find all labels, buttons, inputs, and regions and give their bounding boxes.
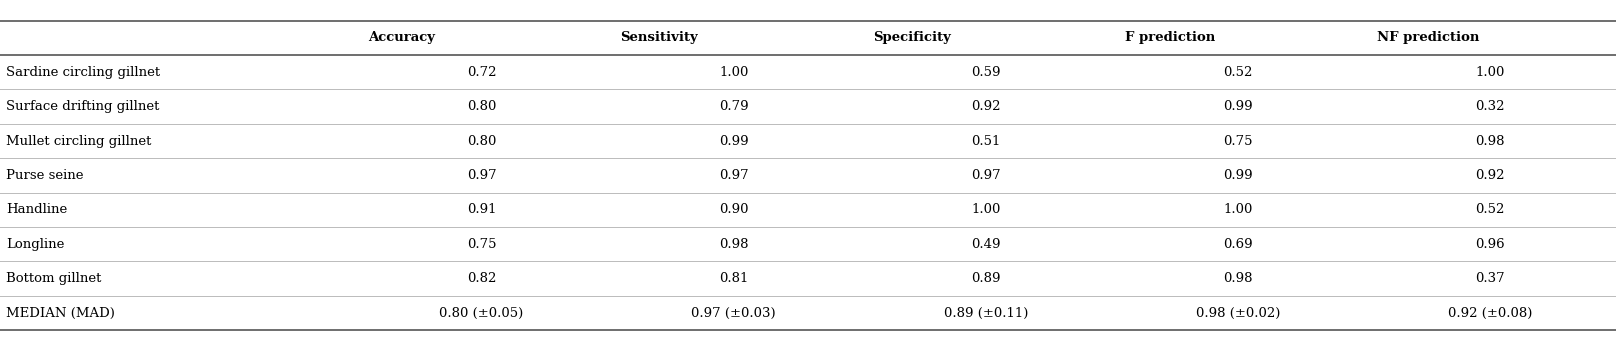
Text: Specificity: Specificity bbox=[873, 31, 950, 44]
Text: 0.89 (±0.11): 0.89 (±0.11) bbox=[944, 307, 1028, 320]
Text: 0.52: 0.52 bbox=[1475, 203, 1504, 216]
Text: Sensitivity: Sensitivity bbox=[621, 31, 698, 44]
Text: 0.99: 0.99 bbox=[1223, 169, 1252, 182]
Text: 0.99: 0.99 bbox=[719, 135, 748, 148]
Text: Mullet circling gillnet: Mullet circling gillnet bbox=[6, 135, 152, 148]
Text: 0.92: 0.92 bbox=[971, 100, 1000, 113]
Text: Sardine circling gillnet: Sardine circling gillnet bbox=[6, 66, 160, 79]
Text: 0.79: 0.79 bbox=[719, 100, 748, 113]
Text: 0.82: 0.82 bbox=[467, 272, 496, 285]
Text: 0.99: 0.99 bbox=[1223, 100, 1252, 113]
Text: 0.75: 0.75 bbox=[467, 238, 496, 251]
Text: Purse seine: Purse seine bbox=[6, 169, 84, 182]
Text: 0.89: 0.89 bbox=[971, 272, 1000, 285]
Text: 0.80: 0.80 bbox=[467, 135, 496, 148]
Text: 0.32: 0.32 bbox=[1475, 100, 1504, 113]
Text: 0.98: 0.98 bbox=[719, 238, 748, 251]
Text: 1.00: 1.00 bbox=[1475, 66, 1504, 79]
Text: F prediction: F prediction bbox=[1125, 31, 1215, 44]
Text: 0.75: 0.75 bbox=[1223, 135, 1252, 148]
Text: 0.98: 0.98 bbox=[1223, 272, 1252, 285]
Text: 0.90: 0.90 bbox=[719, 203, 748, 216]
Text: Handline: Handline bbox=[6, 203, 68, 216]
Text: Longline: Longline bbox=[6, 238, 65, 251]
Text: Accuracy: Accuracy bbox=[368, 31, 435, 44]
Text: 0.97: 0.97 bbox=[719, 169, 748, 182]
Text: 1.00: 1.00 bbox=[719, 66, 748, 79]
Text: 0.91: 0.91 bbox=[467, 203, 496, 216]
Text: 1.00: 1.00 bbox=[971, 203, 1000, 216]
Text: MEDIAN (MAD): MEDIAN (MAD) bbox=[6, 307, 115, 320]
Text: NF prediction: NF prediction bbox=[1377, 31, 1479, 44]
Text: 0.72: 0.72 bbox=[467, 66, 496, 79]
Text: 0.69: 0.69 bbox=[1223, 238, 1252, 251]
Text: 0.97 (±0.03): 0.97 (±0.03) bbox=[692, 307, 776, 320]
Text: 0.80 (±0.05): 0.80 (±0.05) bbox=[440, 307, 524, 320]
Text: 0.98 (±0.02): 0.98 (±0.02) bbox=[1196, 307, 1280, 320]
Text: 0.80: 0.80 bbox=[467, 100, 496, 113]
Text: Bottom gillnet: Bottom gillnet bbox=[6, 272, 102, 285]
Text: 0.37: 0.37 bbox=[1475, 272, 1504, 285]
Text: 0.97: 0.97 bbox=[971, 169, 1000, 182]
Text: 0.81: 0.81 bbox=[719, 272, 748, 285]
Text: 0.92: 0.92 bbox=[1475, 169, 1504, 182]
Text: 0.51: 0.51 bbox=[971, 135, 1000, 148]
Text: 1.00: 1.00 bbox=[1223, 203, 1252, 216]
Text: 0.49: 0.49 bbox=[971, 238, 1000, 251]
Text: 0.52: 0.52 bbox=[1223, 66, 1252, 79]
Text: 0.97: 0.97 bbox=[467, 169, 496, 182]
Text: 0.92 (±0.08): 0.92 (±0.08) bbox=[1448, 307, 1532, 320]
Text: Surface drifting gillnet: Surface drifting gillnet bbox=[6, 100, 160, 113]
Text: 0.96: 0.96 bbox=[1475, 238, 1504, 251]
Text: 0.98: 0.98 bbox=[1475, 135, 1504, 148]
Text: 0.59: 0.59 bbox=[971, 66, 1000, 79]
